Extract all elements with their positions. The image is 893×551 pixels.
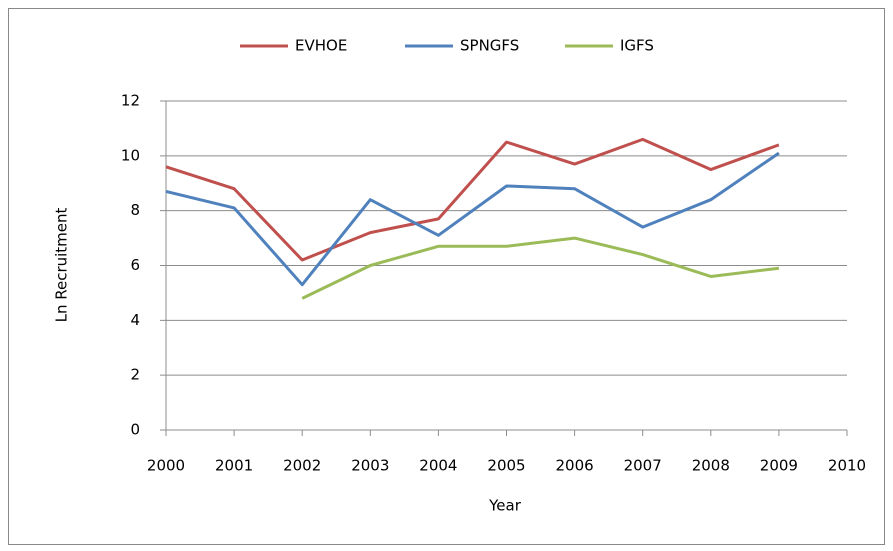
y-tick-label: 8 <box>130 201 140 219</box>
y-axis-label: Ln Recruitment <box>53 207 71 322</box>
x-tick-label: 2008 <box>692 457 730 475</box>
x-axis-label: Year <box>488 497 522 515</box>
y-tick-label: 10 <box>121 146 140 164</box>
y-tick-label: 4 <box>130 311 140 329</box>
y-tick-label: 6 <box>130 256 140 274</box>
x-tick-label: 2006 <box>556 457 594 475</box>
x-tick-label: 2007 <box>624 457 662 475</box>
legend-label: SPNGFS <box>460 37 519 55</box>
x-tick-label: 2009 <box>760 457 798 475</box>
chart-frame <box>8 8 885 545</box>
x-tick-label: 2002 <box>283 457 321 475</box>
series-line <box>165 137 780 262</box>
legend-label: EVHOE <box>295 37 347 55</box>
x-tick-label: 2005 <box>487 457 525 475</box>
x-tick-label: 2010 <box>828 457 866 475</box>
y-tick-label: 0 <box>130 421 140 439</box>
x-tick-label: 2001 <box>215 457 253 475</box>
x-tick-label: 2004 <box>419 457 457 475</box>
x-tick-label: 2000 <box>147 457 185 475</box>
y-tick-label: 2 <box>130 366 140 384</box>
series-line <box>301 236 780 300</box>
x-tick-label: 2003 <box>351 457 389 475</box>
y-tick-label: 12 <box>121 92 140 110</box>
legend-label: IGFS <box>620 37 654 55</box>
series-line <box>165 151 780 287</box>
